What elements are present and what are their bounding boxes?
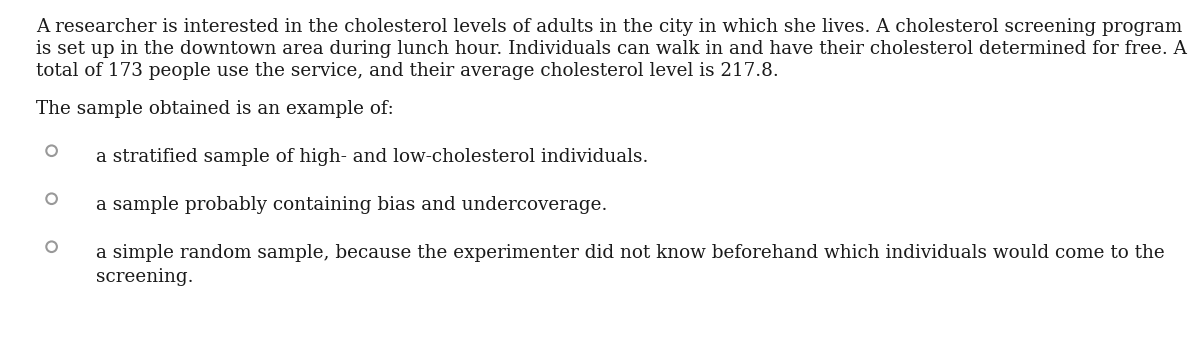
Text: a stratified sample of high- and low-cholesterol individuals.: a stratified sample of high- and low-cho… [96, 148, 648, 166]
Text: A researcher is interested in the cholesterol levels of adults in the city in wh: A researcher is interested in the choles… [36, 18, 1182, 36]
Text: is set up in the downtown area during lunch hour. Individuals can walk in and ha: is set up in the downtown area during lu… [36, 40, 1187, 58]
Text: a simple random sample, because the experimenter did not know beforehand which i: a simple random sample, because the expe… [96, 244, 1165, 262]
Text: a sample probably containing bias and undercoverage.: a sample probably containing bias and un… [96, 196, 607, 214]
Text: total of 173 people use the service, and their average cholesterol level is 217.: total of 173 people use the service, and… [36, 62, 779, 80]
Text: screening.: screening. [96, 268, 193, 286]
Text: The sample obtained is an example of:: The sample obtained is an example of: [36, 100, 394, 118]
